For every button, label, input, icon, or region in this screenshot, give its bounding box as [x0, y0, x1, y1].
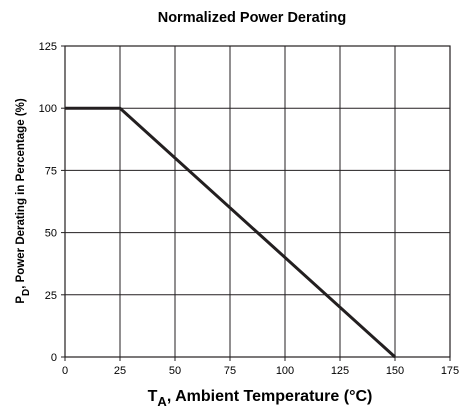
chart-title: Normalized Power Derating: [158, 10, 347, 26]
y-tick-label: 75: [45, 165, 57, 177]
x-tick-label: 25: [114, 365, 126, 377]
plot-frame: [64, 45, 451, 358]
y-tick-label: 50: [45, 228, 57, 240]
y-tick-labels: 0 25 50 75 100 125: [39, 41, 57, 364]
derating-line: [65, 106, 397, 359]
x-axis-label: TA, Ambient Temperature (°C): [148, 388, 373, 409]
x-tick-labels: 0 25 50 75 100 125 150 175: [62, 365, 459, 377]
x-tick-label: 150: [386, 365, 404, 377]
x-tick-label: 175: [441, 365, 459, 377]
y-tick-label: 125: [39, 41, 57, 53]
y-tick-label: 100: [39, 103, 57, 115]
y-tick-label: 0: [51, 352, 57, 364]
y-tick-label: 25: [45, 290, 57, 302]
x-tick-label: 0: [62, 365, 68, 377]
y-axis-label: PD, Power Derating in Percentage (%): [15, 98, 32, 304]
x-tick-label: 75: [224, 365, 236, 377]
series-group: [65, 106, 397, 359]
grid: [61, 45, 451, 361]
x-tick-label: 100: [276, 365, 294, 377]
x-tick-label: 125: [331, 365, 349, 377]
x-tick-label: 50: [169, 365, 181, 377]
